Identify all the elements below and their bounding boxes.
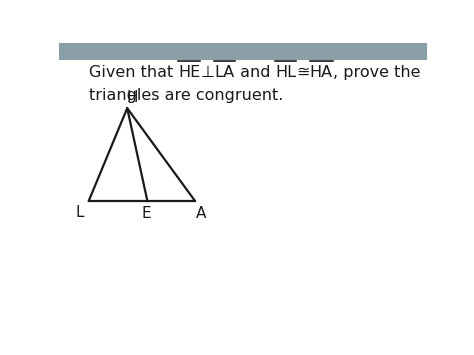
Text: ⊥: ⊥: [200, 65, 214, 80]
Text: triangles are congruent.: triangles are congruent.: [89, 88, 283, 103]
Text: HE: HE: [178, 65, 200, 80]
Text: and: and: [235, 65, 275, 80]
Text: , prove the: , prove the: [333, 65, 420, 80]
Bar: [59, 43, 427, 60]
Text: A: A: [195, 206, 206, 221]
Text: H: H: [126, 90, 138, 105]
Text: ≅: ≅: [296, 65, 310, 80]
Text: HL: HL: [275, 65, 296, 80]
Text: Given that: Given that: [89, 65, 178, 80]
Text: E: E: [142, 206, 152, 221]
Text: HA: HA: [310, 65, 333, 80]
Text: LA: LA: [214, 65, 235, 80]
Text: L: L: [75, 204, 84, 220]
